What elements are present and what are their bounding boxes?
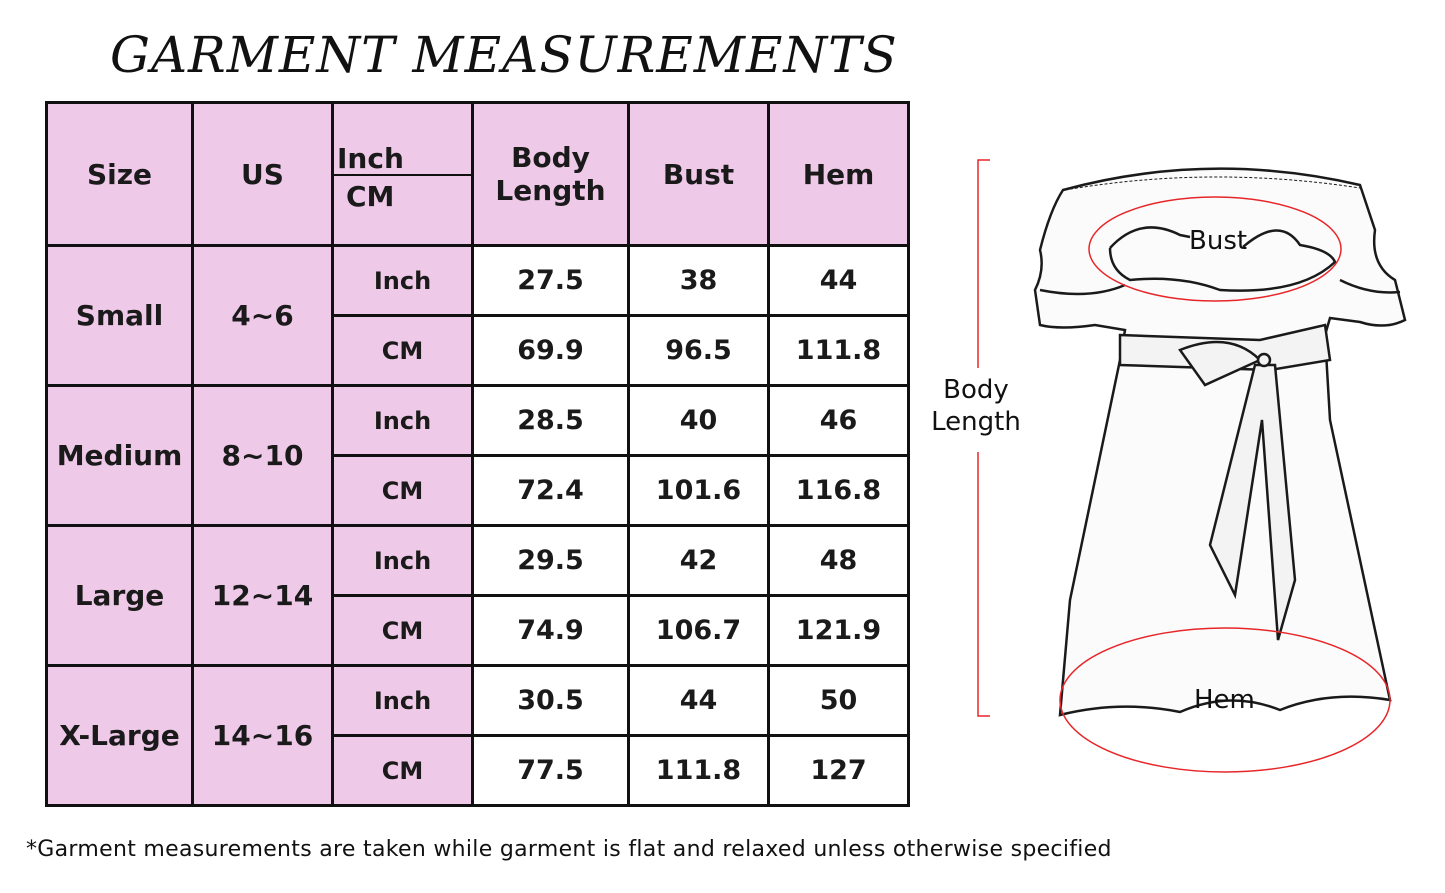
hem-cell: 50 [767, 664, 910, 737]
size-chart-table: Size US Inch CM Body Length Bust Hem Sma… [45, 101, 910, 807]
header-bust: Bust [627, 101, 770, 247]
header-row: Size US Inch CM Body Length Bust Hem [45, 101, 910, 247]
hem-cell: 44 [767, 244, 910, 317]
unit-cell: CM [331, 734, 474, 807]
body-length-cell: 28.5 [471, 384, 630, 457]
hem-cell: 127 [767, 734, 910, 807]
dress-outline [1033, 167, 1407, 717]
table-row: Large 12~14 Inch 29.5 42 48 [45, 524, 910, 667]
header-unit: Inch CM [331, 101, 474, 247]
size-cell: Small [45, 244, 194, 387]
body-length-cell: 27.5 [471, 244, 630, 317]
unit-cell: Inch [331, 244, 474, 317]
unit-cell: CM [331, 454, 474, 527]
us-size-cell: 8~10 [191, 384, 334, 527]
bust-cell: 111.8 [627, 734, 770, 807]
hem-label: Hem [1194, 685, 1255, 715]
us-size-cell: 12~14 [191, 524, 334, 667]
size-cell: Large [45, 524, 194, 667]
page-title: GARMENT MEASUREMENTS [110, 26, 898, 84]
us-size-cell: 4~6 [191, 244, 334, 387]
table-row: Medium 8~10 Inch 28.5 40 46 [45, 384, 910, 527]
hem-cell: 48 [767, 524, 910, 597]
hem-cell: 111.8 [767, 314, 910, 387]
header-unit-divider [334, 174, 471, 176]
hem-cell: 121.9 [767, 594, 910, 667]
table-row: CM 77.5 111.8 127 [47, 734, 910, 807]
size-cell: Medium [45, 384, 194, 527]
footnote: *Garment measurements are taken while ga… [26, 837, 1112, 862]
hem-cell: 116.8 [767, 454, 910, 527]
table-row: CM 69.9 96.5 111.8 [47, 314, 910, 387]
body-length-cell: 74.9 [471, 594, 630, 667]
table-row: CM 74.9 106.7 121.9 [47, 594, 910, 667]
bust-cell: 106.7 [627, 594, 770, 667]
size-cell: X-Large [45, 664, 194, 807]
bust-cell: 101.6 [627, 454, 770, 527]
header-hem: Hem [767, 101, 910, 247]
body-length-cell: 77.5 [471, 734, 630, 807]
table-row: X-Large 14~16 Inch 30.5 44 50 [45, 664, 910, 807]
bust-cell: 40 [627, 384, 770, 457]
header-unit-cm: CM [346, 180, 395, 213]
bust-cell: 38 [627, 244, 770, 317]
hem-cell: 46 [767, 384, 910, 457]
body-length-cell: 72.4 [471, 454, 630, 527]
bust-marker [1088, 196, 1342, 302]
table-row: Small 4~6 Inch 27.5 38 44 [45, 244, 910, 387]
us-size-cell: 14~16 [191, 664, 334, 807]
unit-cell: Inch [331, 524, 474, 597]
header-us: US [191, 101, 334, 247]
table-row: CM 72.4 101.6 116.8 [47, 454, 910, 527]
unit-cell: CM [331, 594, 474, 667]
header-unit-inch: Inch [337, 142, 404, 175]
bust-label: Bust [1189, 226, 1248, 256]
bust-cell: 42 [627, 524, 770, 597]
unit-cell: CM [331, 314, 474, 387]
body-length-label: Body Length [931, 375, 1021, 437]
unit-cell: Inch [331, 664, 474, 737]
unit-cell: Inch [331, 384, 474, 457]
bust-cell: 44 [627, 664, 770, 737]
body-length-cell: 69.9 [471, 314, 630, 387]
hem-marker [1059, 627, 1391, 773]
header-body-length: Body Length [471, 101, 630, 247]
header-size: Size [45, 101, 194, 247]
body-length-bracket [977, 159, 990, 717]
body-length-cell: 29.5 [471, 524, 630, 597]
bust-cell: 96.5 [627, 314, 770, 387]
body-length-cell: 30.5 [471, 664, 630, 737]
